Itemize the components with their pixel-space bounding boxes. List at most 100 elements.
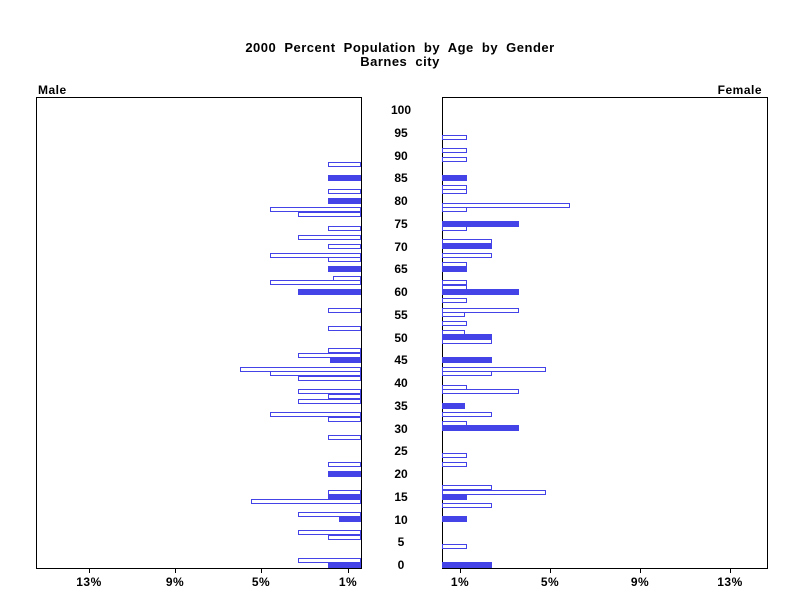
- female-x-tick-mark: [550, 569, 551, 573]
- male-bar-age-33: [270, 412, 361, 417]
- male-bar-age-41: [298, 376, 361, 381]
- female-bar-age-42: [442, 371, 492, 376]
- female-bar-age-30: [442, 425, 519, 431]
- female-bar-age-24: [442, 453, 467, 458]
- male-panel-header: Male: [38, 83, 67, 97]
- age-axis-tick-label: 85: [394, 171, 408, 185]
- age-axis-tick-label: 5: [397, 535, 405, 549]
- age-axis-tick-label: 30: [394, 422, 408, 436]
- male-bar-age-68: [270, 253, 361, 258]
- age-axis-tick-label: 55: [394, 308, 408, 322]
- female-bar-age-17: [442, 485, 492, 490]
- male-x-tick-label: 13%: [76, 575, 102, 589]
- female-bar-age-16: [442, 490, 546, 495]
- age-axis-tick-label: 75: [394, 217, 408, 231]
- female-bar-age-79: [442, 203, 570, 208]
- female-bar-age-70: [442, 243, 492, 249]
- female-x-tick-mark: [730, 569, 731, 573]
- female-bar-age-60: [442, 289, 519, 295]
- age-axis-tick-label: 80: [394, 194, 408, 208]
- male-bar-age-47: [328, 348, 361, 353]
- female-bar-age-49: [442, 339, 492, 344]
- female-bar-age-75: [442, 221, 519, 227]
- male-bar-age-62: [270, 280, 361, 285]
- male-bar-age-10: [339, 516, 361, 522]
- male-bar-age-70: [328, 244, 361, 249]
- female-bar-age-4: [442, 544, 467, 549]
- female-bar-age-53: [442, 321, 467, 326]
- female-bar-age-22: [442, 462, 467, 467]
- female-x-tick-label: 1%: [450, 575, 470, 589]
- age-axis-tick-label: 35: [394, 399, 408, 413]
- male-bar-age-37: [328, 394, 361, 399]
- female-bar-age-35: [442, 403, 465, 409]
- age-axis-tick-label: 25: [394, 444, 408, 458]
- age-axis-tick-label: 15: [394, 490, 408, 504]
- age-axis-tick-label: 50: [394, 331, 408, 345]
- male-bar-age-65: [328, 266, 361, 272]
- female-bar-age-91: [442, 148, 467, 153]
- male-bar-age-7: [298, 530, 361, 535]
- male-bar-age-45: [330, 357, 361, 363]
- male-bar-age-22: [328, 462, 361, 467]
- male-x-tick-label: 1%: [338, 575, 358, 589]
- age-axis-tick-label: 90: [394, 149, 408, 163]
- male-x-tick-mark: [175, 569, 176, 573]
- male-x-tick-label: 5%: [251, 575, 271, 589]
- male-bar-age-46: [298, 353, 361, 358]
- male-bar-age-82: [328, 189, 361, 194]
- female-bar-age-74: [442, 226, 467, 231]
- female-bar-age-58: [442, 298, 467, 303]
- female-bar-age-82: [442, 189, 467, 194]
- female-bar-age-65: [442, 266, 467, 272]
- male-bar-age-32: [328, 417, 361, 422]
- male-bar-age-60: [298, 289, 361, 295]
- age-axis-tick-label: 45: [394, 353, 408, 367]
- female-bar-age-38: [442, 389, 519, 394]
- male-bar-age-0: [328, 562, 361, 568]
- female-bar-age-33: [442, 412, 492, 417]
- female-x-tick-label: 9%: [630, 575, 650, 589]
- female-plot-panel: [442, 97, 768, 569]
- female-bar-age-62: [442, 280, 467, 285]
- female-bar-age-94: [442, 135, 467, 140]
- male-bar-age-80: [328, 198, 361, 204]
- female-bar-age-55: [442, 312, 465, 317]
- male-bar-age-72: [298, 235, 361, 240]
- female-x-tick-label: 13%: [717, 575, 743, 589]
- male-bar-age-14: [251, 499, 361, 504]
- male-bar-age-56: [328, 308, 361, 313]
- male-bar-age-88: [328, 162, 361, 167]
- male-bar-age-78: [270, 207, 361, 212]
- age-axis-tick-label: 100: [390, 103, 412, 117]
- male-bar-age-85: [328, 175, 361, 181]
- female-bar-age-56: [442, 308, 519, 313]
- male-bar-age-67: [328, 257, 361, 262]
- age-axis-tick-label: 10: [394, 513, 408, 527]
- male-bar-age-28: [328, 435, 361, 440]
- male-bar-age-38: [298, 389, 361, 394]
- age-axis-tick-label: 60: [394, 285, 408, 299]
- male-x-tick-mark: [89, 569, 90, 573]
- age-axis-tick-label: 65: [394, 262, 408, 276]
- female-x-tick-label: 5%: [540, 575, 560, 589]
- male-bar-age-77: [298, 212, 361, 217]
- female-bar-age-15: [442, 494, 467, 500]
- male-bar-age-42: [270, 371, 361, 376]
- female-bar-age-68: [442, 253, 492, 258]
- male-bar-age-20: [328, 471, 361, 477]
- chart-title: 2000 Percent Population by Age by Gender…: [0, 41, 800, 69]
- age-axis-tick-label: 70: [394, 240, 408, 254]
- male-x-tick-label: 9%: [165, 575, 185, 589]
- male-bar-age-11: [298, 512, 361, 517]
- age-axis-tick-label: 95: [394, 126, 408, 140]
- female-x-tick-mark: [640, 569, 641, 573]
- male-plot-panel: [36, 97, 362, 569]
- male-x-tick-mark: [348, 569, 349, 573]
- male-bar-age-74: [328, 226, 361, 231]
- chart-title-line2: Barnes city: [360, 54, 440, 69]
- age-axis-tick-label: 0: [397, 558, 405, 572]
- female-bar-age-0: [442, 562, 492, 568]
- female-bar-age-85: [442, 175, 467, 181]
